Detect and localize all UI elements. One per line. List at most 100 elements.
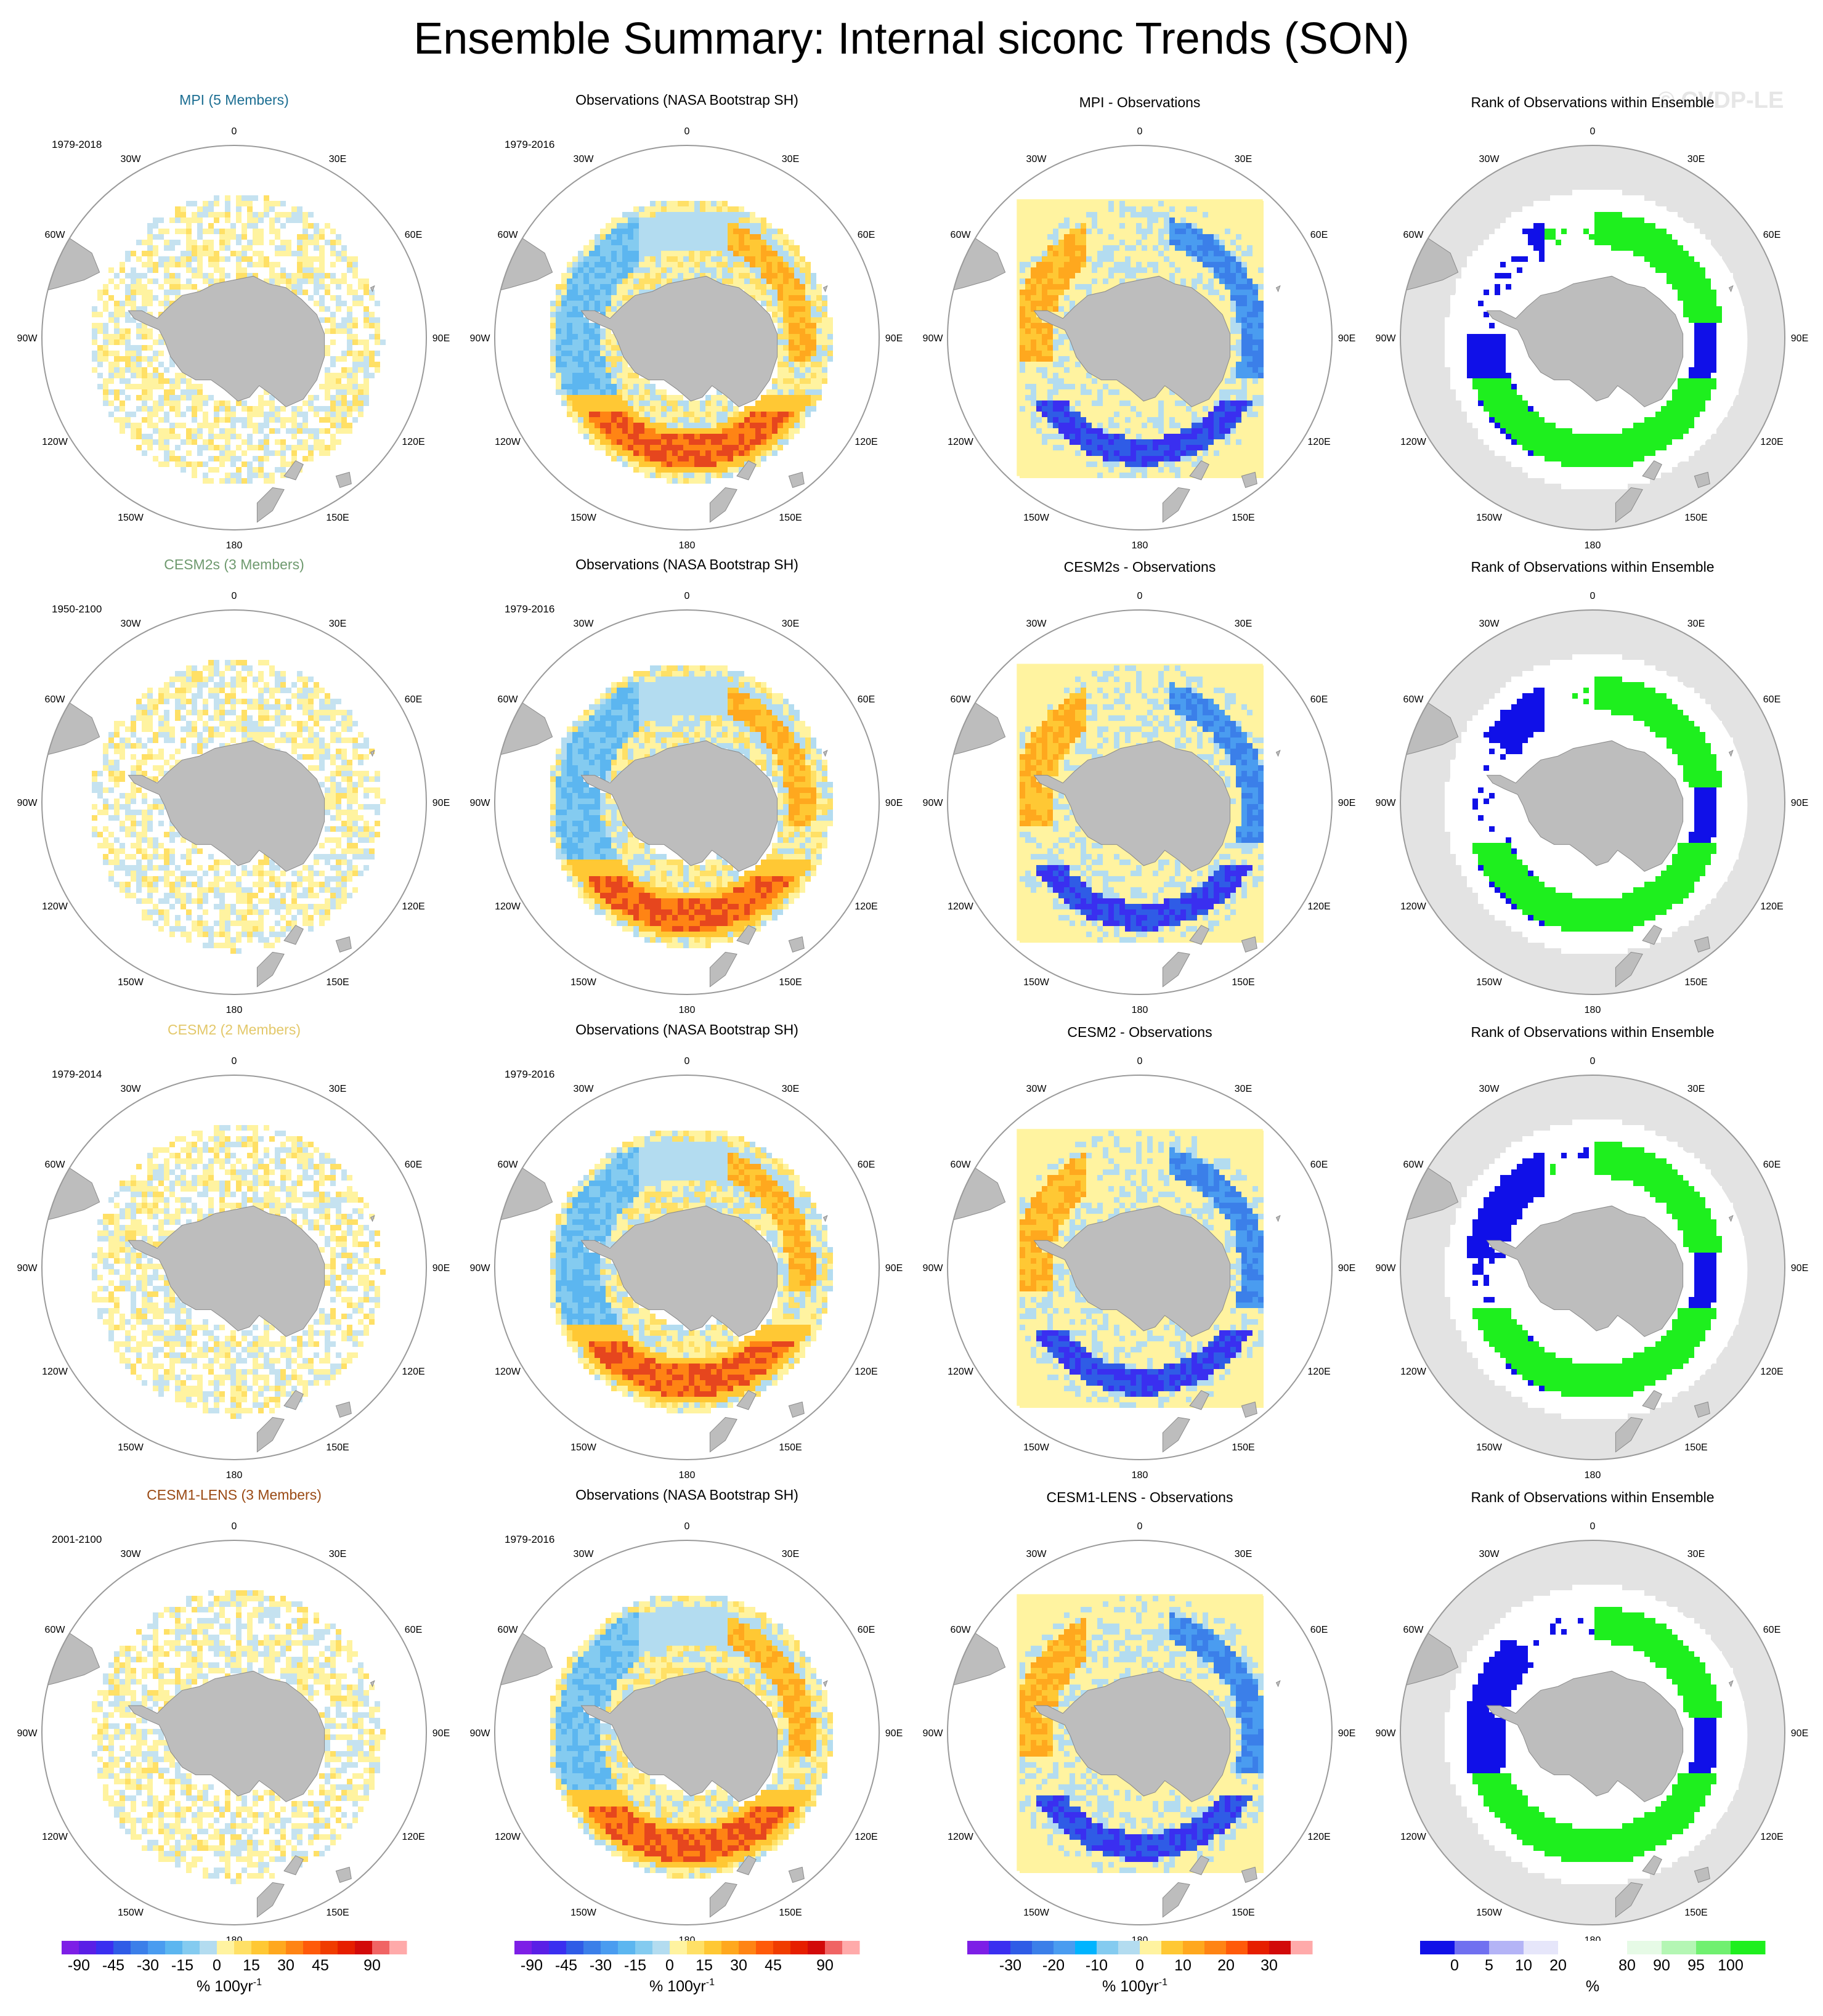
lon-label: 0 (1590, 591, 1596, 601)
map-outline (1400, 145, 1785, 530)
colorbar-swatch (372, 1941, 390, 1954)
map-outline (41, 1075, 427, 1460)
colorbar-tick-label: 10 (1174, 1957, 1192, 1974)
map-panel-r1c1: Observations (NASA Bootstrap SH) 1979-201… (470, 556, 903, 1015)
colorbar-swatch (583, 1941, 601, 1954)
colorbar-swatch (1075, 1941, 1097, 1954)
colorbar-tick-label: 95 (1687, 1957, 1705, 1974)
lon-label: 90E (885, 1728, 903, 1739)
lon-label: 0 (1137, 591, 1143, 601)
panel-title: CESM2 - Observations (1067, 1024, 1212, 1040)
panel-period: 1950-2100 (52, 603, 102, 615)
antarctica-land (1033, 1205, 1231, 1337)
land-mass (283, 925, 304, 945)
lon-label: 150W (1476, 1908, 1503, 1918)
lon-label: 0 (232, 1521, 237, 1532)
panel-title: CESM2 (2 Members) (168, 1022, 301, 1038)
lon-label: 30W (121, 1084, 142, 1094)
lon-label: 0 (232, 126, 237, 137)
map-panel-r3c1: Observations (NASA Bootstrap SH) 1979-201… (470, 1487, 903, 1946)
antarctica-land (1033, 275, 1231, 407)
colorbar-swatch (1696, 1941, 1731, 1954)
lon-label: 30E (1687, 619, 1705, 629)
lon-label: 90E (885, 798, 903, 808)
colorbar-col3: 0 5 10 20 80 90 95 100% (1420, 1941, 1766, 1995)
land-mass (1241, 471, 1257, 489)
colorbar-swatch (842, 1941, 860, 1954)
lon-label: 150E (779, 1908, 802, 1918)
panel-title: MPI (5 Members) (179, 92, 289, 108)
lon-label: 150W (1476, 1442, 1503, 1453)
map-panel-r0c0: MPI (5 Members) 1979-2018 0 30E 60E 90E 120E 15… (17, 92, 450, 551)
antarctica-land (580, 1670, 778, 1802)
map-outline (947, 1075, 1333, 1460)
lon-label: 90E (1791, 1728, 1808, 1739)
lon-label: 60W (45, 694, 66, 705)
lon-label: 90E (1338, 333, 1355, 344)
lon-label: 90W (923, 1728, 944, 1739)
lon-label: 90E (1338, 798, 1355, 808)
colorbar-swatch (1627, 1941, 1662, 1954)
colorbar-tick-label: -45 (102, 1957, 124, 1974)
lon-label: 30W (574, 619, 595, 629)
colorbar-tick-label: 0 (1450, 1957, 1459, 1974)
lon-label: 150W (118, 1908, 144, 1918)
antarctica-land (128, 1205, 325, 1337)
colorbar-tick-label: 45 (312, 1957, 329, 1974)
colorbar-swatch (967, 1941, 989, 1954)
land-mass (335, 1401, 352, 1418)
land-mass (788, 1866, 805, 1884)
field-cells (550, 665, 833, 948)
lon-label: 120E (1307, 901, 1330, 912)
land-mass (1241, 1866, 1257, 1884)
watermark: © CVDP-LE (1657, 87, 1784, 114)
lon-label: 60W (45, 1160, 66, 1170)
colorbar-tick-label: 90 (363, 1957, 381, 1974)
colorbar-swatch (234, 1941, 252, 1954)
colorbar-swatch (200, 1941, 217, 1954)
lon-label: 180 (1585, 1470, 1601, 1481)
lon-label: 60W (951, 694, 972, 705)
land-mass (822, 749, 828, 757)
colorbar-swatch (1054, 1941, 1076, 1954)
colorbar-swatch (1420, 1941, 1455, 1954)
lon-label: 30E (1687, 1549, 1705, 1559)
panel-title: MPI - Observations (1079, 94, 1201, 110)
lon-label: 120E (402, 901, 424, 912)
colorbar-units: % 100yr-1 (1102, 1977, 1167, 1995)
lon-label: 120E (402, 1832, 424, 1842)
lon-label: 180 (226, 1470, 243, 1481)
lon-label: 60E (858, 230, 875, 240)
colorbar-tick-label: 20 (1549, 1957, 1567, 1974)
colorbar-swatch (131, 1941, 148, 1954)
lon-label: 90W (470, 798, 491, 808)
lon-label: 0 (1590, 126, 1596, 137)
panel-period: 1979-2016 (505, 1068, 554, 1080)
colorbar-swatch (1731, 1941, 1766, 1954)
colorbar-tick-label: 100 (1718, 1957, 1744, 1974)
map-outline (494, 145, 880, 530)
colorbar-tick-label: -10 (1086, 1957, 1108, 1974)
map-panel-r2c2: CESM2 - Observations 0 30E 60E 90E 120E 150E 18… (923, 1024, 1356, 1481)
land-mass (1728, 285, 1734, 293)
lon-label: 30W (1479, 1549, 1500, 1559)
lon-label: 180 (226, 540, 243, 551)
land-mass (1615, 951, 1643, 988)
antarctica-land (1486, 275, 1684, 407)
map-outline (41, 1540, 427, 1925)
land-mass (736, 1855, 757, 1876)
lon-label: 30E (329, 154, 346, 165)
land-mass (1694, 1866, 1710, 1884)
lon-label: 30W (121, 619, 142, 629)
land-mass (1275, 285, 1281, 293)
colorbar-tick-label: -30 (137, 1957, 159, 1974)
lon-label: 150E (779, 1442, 802, 1453)
colorbar-tick-label: 90 (1653, 1957, 1670, 1974)
lon-label: 60W (951, 1625, 972, 1635)
land-mass (1162, 487, 1190, 523)
colorbar-tick-label: 10 (1515, 1957, 1532, 1974)
land-mass (1642, 1855, 1662, 1876)
colorbar-swatch (704, 1941, 722, 1954)
field-cells (92, 1590, 386, 1884)
lon-label: 120W (495, 901, 521, 912)
